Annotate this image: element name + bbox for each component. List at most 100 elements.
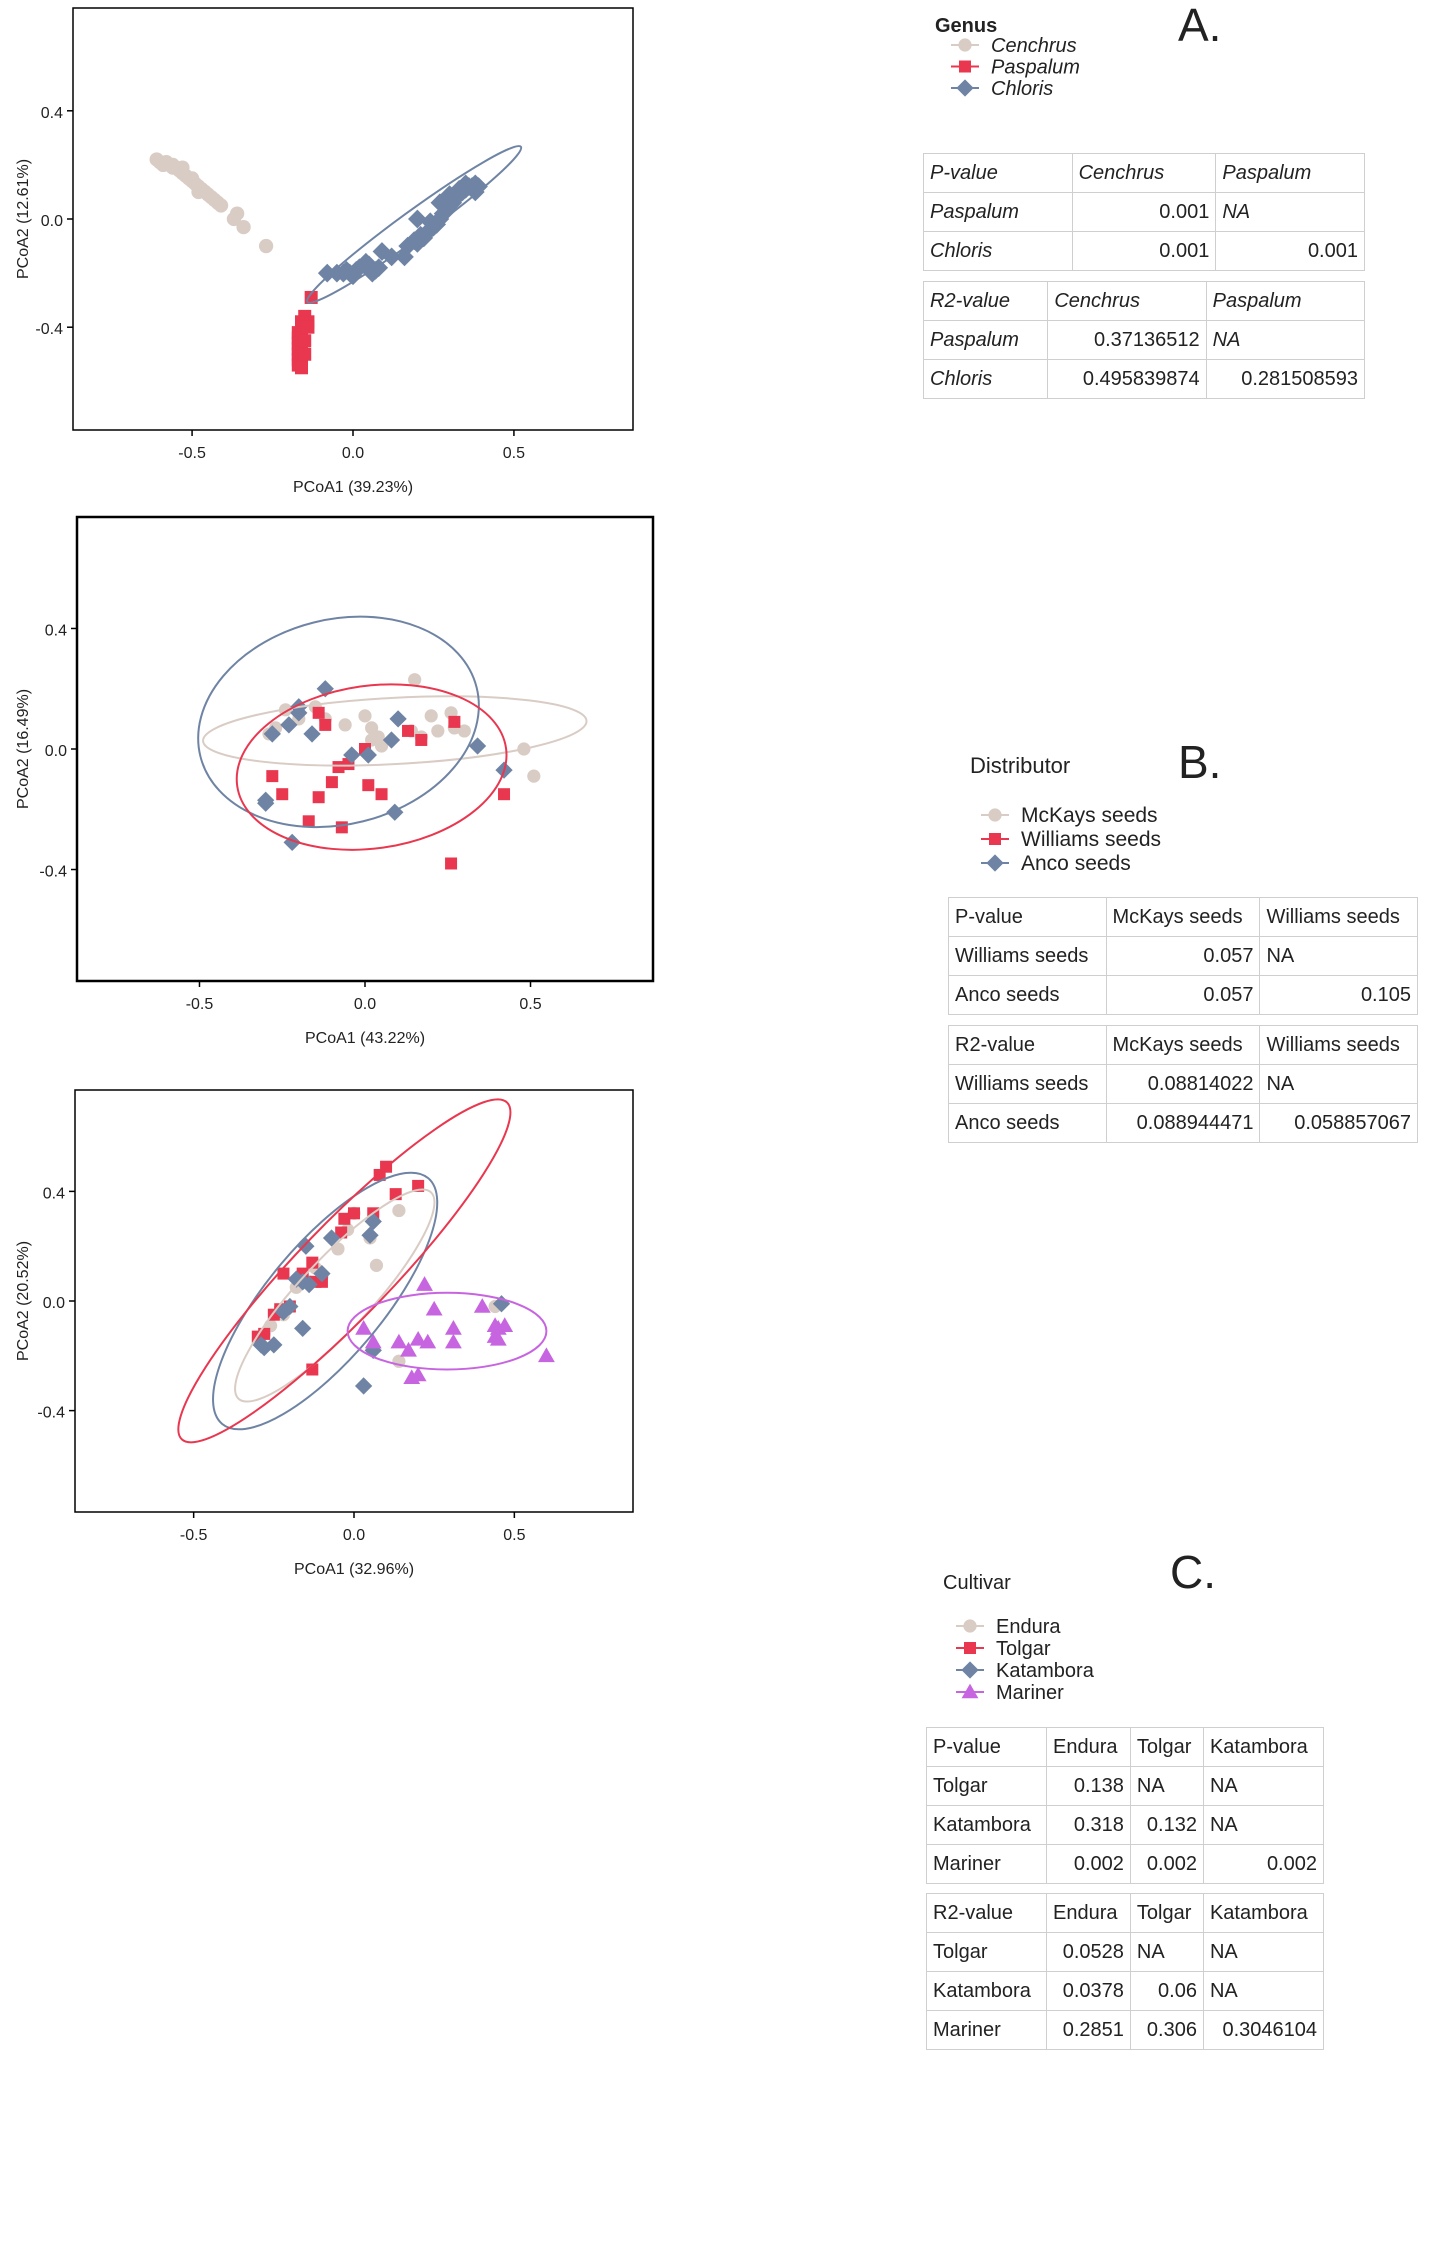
table-row: Tolgar 0.138 NA NA bbox=[926, 1766, 1325, 1806]
legend-label: Cenchrus bbox=[991, 35, 1077, 57]
table-cell: 0.281508593 bbox=[1205, 359, 1366, 399]
panel-a-legend-title: Genus bbox=[935, 15, 998, 37]
table-cell: R2-value bbox=[948, 1025, 1107, 1065]
data-point-williams-seeds bbox=[302, 815, 315, 828]
panel-a-legend: Genus Cenchrus Paspalum Chloris bbox=[930, 10, 1190, 150]
x-axis-label: PCoA1 (32.96%) bbox=[294, 1561, 414, 1578]
table-cell: Anco seeds bbox=[948, 1103, 1107, 1143]
x-axis-label: PCoA1 (39.23%) bbox=[293, 479, 413, 496]
ellipse-mckays-seeds bbox=[202, 695, 588, 767]
data-point-tolgar bbox=[338, 1212, 351, 1225]
table-row: Tolgar 0.0528 NA NA bbox=[926, 1932, 1325, 1972]
table-cell: R2-value bbox=[926, 1893, 1047, 1933]
table-cell: 0.306 bbox=[1129, 2010, 1204, 2050]
data-point-chloris bbox=[430, 193, 450, 213]
data-point-williams-seeds bbox=[498, 788, 511, 801]
table-cell: Katambora bbox=[1202, 1893, 1325, 1933]
table-cell: Tolgar bbox=[1129, 1727, 1204, 1767]
data-point-cenchrus bbox=[184, 171, 200, 186]
panel-a-label: A. bbox=[1178, 0, 1222, 51]
panel-c-label: C. bbox=[1170, 1546, 1216, 1598]
data-point-williams-seeds bbox=[375, 788, 388, 801]
legend-key-anco-seeds bbox=[986, 854, 1004, 872]
plot-frame bbox=[74, 1089, 634, 1513]
table-row: Mariner 0.2851 0.306 0.3046104 bbox=[926, 2010, 1325, 2050]
table-cell: Williams seeds bbox=[948, 936, 1107, 976]
data-point-endura bbox=[369, 1258, 384, 1272]
data-point-mckays-seeds bbox=[365, 721, 379, 735]
data-point-endura bbox=[392, 1203, 406, 1218]
data-point-williams-seeds bbox=[448, 715, 461, 728]
table-cell: 0.001 bbox=[1215, 231, 1365, 271]
y-tick-label: -0.4 bbox=[35, 321, 63, 338]
data-point-williams-seeds bbox=[319, 718, 332, 731]
y-tick-label: 0.4 bbox=[45, 622, 67, 639]
legend-key-tolgar bbox=[964, 1642, 976, 1654]
data-point-chloris bbox=[440, 185, 459, 205]
table-cell: 0.132 bbox=[1129, 1805, 1204, 1845]
data-point-cenchrus bbox=[191, 184, 206, 200]
legend-key-mckays-seeds bbox=[988, 808, 1002, 822]
ellipse-williams-seeds bbox=[235, 683, 508, 851]
data-point-cenchrus bbox=[213, 198, 229, 213]
panel-c-r2-table: R2-value Endura Tolgar Katambora Tolgar 0.052… bbox=[926, 1893, 1325, 2050]
table-row: Paspalum 0.001 NA bbox=[923, 192, 1365, 232]
table-cell: Paspalum bbox=[1205, 281, 1366, 321]
table-cell: P-value bbox=[948, 897, 1107, 937]
x-tick-label: 0.5 bbox=[503, 445, 525, 462]
table-header-row: P-value Cenchrus Paspalum bbox=[923, 153, 1365, 193]
x-tick-label: 0.5 bbox=[503, 1527, 525, 1544]
data-point-katambora bbox=[265, 1336, 283, 1354]
panel-b-label: B. bbox=[1178, 736, 1222, 788]
y-tick-label: 0.0 bbox=[43, 1295, 65, 1312]
table-cell: 0.2851 bbox=[1046, 2010, 1131, 2050]
table-cell: P-value bbox=[923, 153, 1073, 193]
table-cell: 0.495839874 bbox=[1047, 359, 1207, 399]
table-row: Anco seeds 0.057 0.105 bbox=[948, 975, 1418, 1015]
table-cell: Chloris bbox=[922, 359, 1049, 399]
table-cell: Tolgar bbox=[1129, 1893, 1204, 1933]
table-cell: Endura bbox=[1046, 1893, 1131, 1933]
x-tick-label: -0.5 bbox=[180, 1527, 208, 1544]
table-cell: 0.001 bbox=[1071, 231, 1217, 271]
data-point-williams-seeds bbox=[325, 776, 338, 789]
data-point-mariner bbox=[364, 1333, 382, 1349]
data-point-anco-seeds bbox=[303, 725, 321, 743]
table-cell: Tolgar bbox=[926, 1932, 1047, 1972]
legend-label: Chloris bbox=[991, 78, 1053, 100]
table-cell: NA bbox=[1202, 1766, 1325, 1806]
data-point-anco-seeds bbox=[280, 716, 298, 734]
data-point-anco-seeds bbox=[386, 803, 404, 821]
data-point-mckays-seeds bbox=[338, 718, 352, 732]
data-point-tolgar bbox=[306, 1363, 319, 1376]
table-cell: 0.105 bbox=[1259, 975, 1418, 1015]
data-point-katambora bbox=[322, 1229, 341, 1247]
data-point-mckays-seeds bbox=[408, 673, 422, 687]
table-cell: NA bbox=[1205, 320, 1366, 360]
data-point-mariner bbox=[355, 1320, 373, 1335]
table-row: Chloris 0.495839874 0.281508593 bbox=[922, 359, 1366, 399]
table-cell: 0.06 bbox=[1129, 1971, 1204, 2011]
table-cell: 0.058857067 bbox=[1259, 1103, 1418, 1143]
table-row: Chloris 0.001 0.001 bbox=[923, 231, 1365, 271]
table-cell: NA bbox=[1129, 1766, 1204, 1806]
data-point-chloris bbox=[408, 209, 427, 229]
plot-frame bbox=[72, 7, 634, 431]
table-header-row: R2-value Cenchrus Paspalum bbox=[922, 281, 1366, 321]
legend-label: Mariner bbox=[996, 1682, 1064, 1704]
table-cell: Williams seeds bbox=[948, 1064, 1107, 1104]
data-point-williams-seeds bbox=[402, 724, 415, 737]
legend-label: Williams seeds bbox=[1021, 828, 1161, 851]
table-cell: 0.001 bbox=[1071, 192, 1217, 232]
data-point-mckays-seeds bbox=[527, 769, 541, 783]
table-cell: NA bbox=[1259, 1064, 1418, 1104]
data-point-cenchrus bbox=[175, 160, 190, 175]
panel-b-r2-table: R2-value McKays seeds Williams seeds Willia… bbox=[948, 1025, 1418, 1143]
panel-c-plot: -0.5 0.0 0.5 0.4 0.0 -0.4 PCoA1 (32.96%) PCoA2 … bbox=[15, 1089, 634, 1578]
x-tick-label: 0.0 bbox=[354, 996, 376, 1013]
legend-label: Endura bbox=[996, 1616, 1061, 1638]
panel-a-r2-table: R2-value Cenchrus Paspalum Paspalum 0.371365… bbox=[922, 281, 1366, 399]
data-point-cenchrus bbox=[258, 238, 274, 254]
table-cell: 0.3046104 bbox=[1202, 2010, 1325, 2050]
table-cell: 0.0378 bbox=[1046, 1971, 1131, 2011]
